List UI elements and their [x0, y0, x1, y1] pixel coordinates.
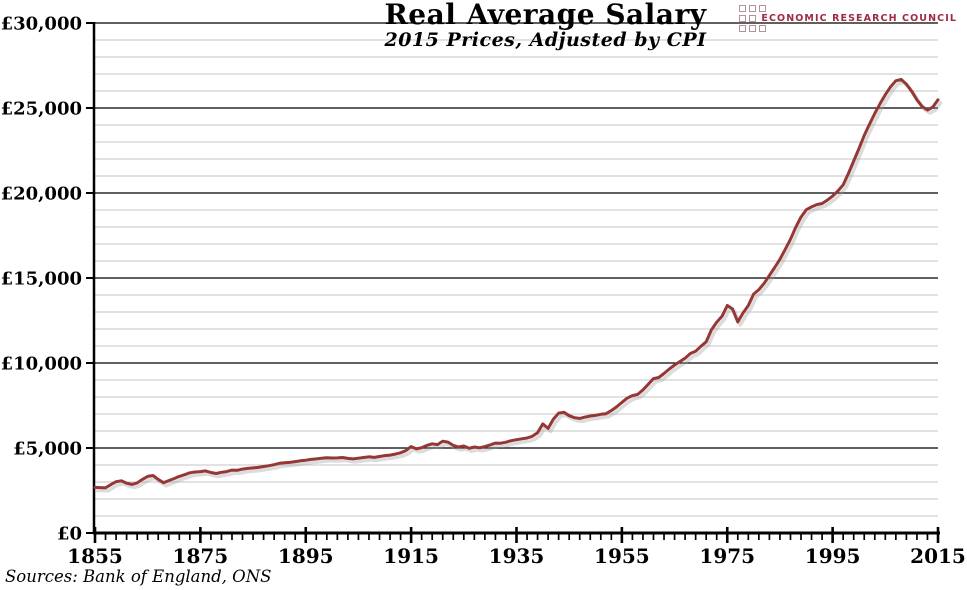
logo-square-icon — [749, 25, 757, 32]
x-axis-label: 1975 — [699, 544, 755, 568]
x-axis-label: 1895 — [278, 544, 334, 568]
x-axis-label: 1955 — [594, 544, 650, 568]
sources-note: Sources: Bank of England, ONS — [5, 567, 272, 586]
erc-logo: ECONOMIC RESEARCH COUNCIL — [739, 4, 957, 34]
x-axis-label: 1935 — [489, 544, 545, 568]
logo-square-icon — [739, 5, 747, 12]
x-axis-label: 1855 — [67, 544, 123, 568]
salary-line — [93, 77, 940, 490]
logo-square-icon — [749, 15, 757, 22]
logo-squares-row-bottom — [739, 24, 957, 33]
logo-squares-row-middle: ECONOMIC RESEARCH COUNCIL — [739, 13, 957, 24]
logo-square-icon — [739, 15, 747, 22]
y-axis-label: £15,000 — [1, 269, 82, 290]
y-axis-label: £10,000 — [1, 354, 82, 375]
logo-square-icon — [759, 5, 767, 12]
x-axis-label: 2015 — [910, 544, 966, 568]
x-axis-label: 1875 — [173, 544, 229, 568]
logo-squares-row-top — [739, 4, 957, 13]
y-axis-label: £20,000 — [1, 184, 82, 205]
logo-square-icon — [759, 25, 767, 32]
logo-square-icon — [739, 25, 747, 32]
x-axis-label: 1915 — [383, 544, 439, 568]
y-axis-label: £0 — [57, 524, 82, 545]
salary-line-shadow — [95, 80, 943, 493]
y-axis-label: £5,000 — [13, 439, 82, 460]
y-axis-label: £25,000 — [1, 99, 82, 120]
logo-text: ECONOMIC RESEARCH COUNCIL — [761, 13, 957, 24]
y-axis-label: £30,000 — [1, 14, 82, 35]
x-axis-label: 1995 — [805, 544, 861, 568]
logo-square-icon — [749, 5, 757, 12]
